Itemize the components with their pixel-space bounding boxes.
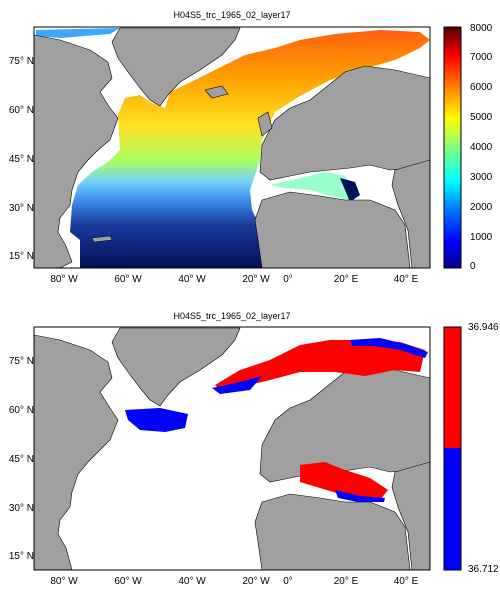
top-lat-15: 15° N	[8, 251, 34, 262]
top-cb-6000: 6000	[470, 82, 493, 93]
top-lon-20e: 20° E	[333, 274, 359, 285]
top-lon-80w: 80° W	[50, 274, 78, 285]
bottom-lon-60w: 60° W	[114, 576, 142, 587]
bottom-lat-15: 15° N	[8, 551, 34, 562]
bottom-cb-max: 36.946	[468, 322, 499, 333]
bottom-map-title: H04S5_trc_1965_02_layer17	[173, 311, 291, 321]
africa	[254, 191, 411, 268]
top-lat-45: 45° N	[8, 154, 34, 165]
top-lon-40e: 40° E	[393, 274, 419, 285]
top-lon-60w: 60° W	[114, 274, 142, 285]
top-cb-2000: 2000	[470, 202, 493, 213]
top-lat-75: 75° N	[8, 56, 34, 67]
greenland	[111, 27, 241, 107]
bottom-lon-0: 0°	[283, 576, 293, 587]
top-lon-40w: 40° W	[178, 274, 206, 285]
bottom-map-frame	[33, 326, 431, 571]
arctic-red-region	[215, 340, 425, 390]
top-cb-1000: 1000	[470, 232, 493, 243]
north-america	[34, 34, 119, 268]
top-lon-0: 0°	[283, 274, 293, 285]
top-cb-3000: 3000	[470, 172, 493, 183]
bottom-colorbar-blue	[444, 448, 461, 570]
top-cb-0: 0	[470, 261, 476, 272]
top-colorbar	[443, 26, 462, 269]
bottom-lon-40w: 40° W	[178, 576, 206, 587]
top-cb-4000: 4000	[470, 142, 493, 153]
top-cb-8000: 8000	[470, 23, 493, 34]
bottom-lat-75: 75° N	[8, 356, 34, 367]
top-cb-7000: 7000	[470, 52, 493, 63]
bottom-lon-80w: 80° W	[50, 576, 78, 587]
bottom-lon-40e: 40° E	[393, 576, 419, 587]
bottom-lat-60: 60° N	[8, 405, 34, 416]
top-map-frame	[33, 26, 431, 269]
top-lat-30: 30° N	[8, 203, 34, 214]
bottom-map-area	[34, 327, 430, 570]
labrador-blue-region	[125, 408, 188, 432]
top-map-title: H04S5_trc_1965_02_layer17	[173, 10, 291, 20]
mediterranean-region	[300, 462, 388, 500]
bottom-lon-20w: 20° W	[242, 576, 270, 587]
top-cb-5000: 5000	[470, 112, 493, 123]
bottom-lon-20e: 20° E	[333, 576, 359, 587]
top-lon-20w: 20° W	[242, 274, 270, 285]
bottom-lat-30: 30° N	[8, 503, 34, 514]
top-map-area	[34, 27, 430, 268]
tracer-field	[70, 30, 430, 268]
top-lat-60: 60° N	[8, 105, 34, 116]
bottom-colorbar-red	[444, 327, 461, 448]
bottom-lat-45: 45° N	[8, 454, 34, 465]
bottom-colorbar-frame	[443, 326, 462, 571]
bottom-cb-min: 36.712	[468, 564, 499, 575]
